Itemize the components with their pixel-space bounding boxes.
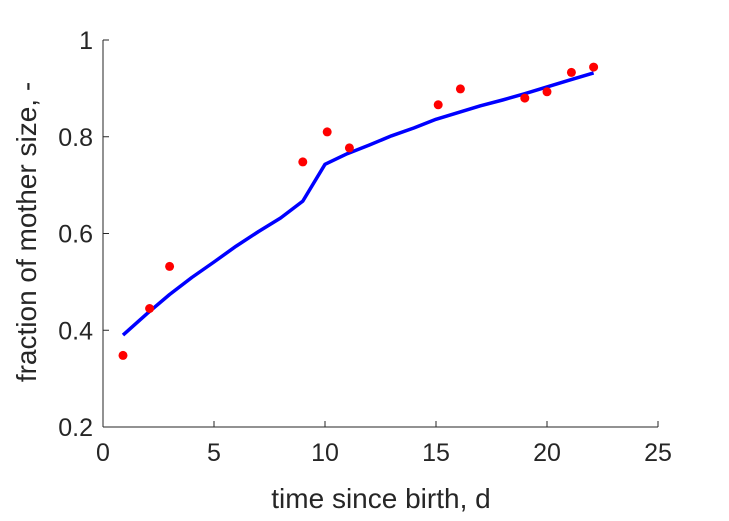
data-point bbox=[566, 67, 576, 77]
y-tick-label: 0.4 bbox=[58, 317, 93, 345]
x-tick-label: 0 bbox=[96, 439, 110, 467]
y-tick-label: 1 bbox=[79, 27, 93, 55]
data-point bbox=[165, 261, 175, 271]
x-tick-label: 20 bbox=[533, 439, 561, 467]
data-point bbox=[298, 157, 308, 167]
y-tick-label: 0.2 bbox=[58, 414, 93, 442]
data-point bbox=[433, 100, 443, 110]
x-tick-label: 5 bbox=[207, 439, 221, 467]
fit-curve-line bbox=[121, 71, 595, 337]
x-axis-label: time since birth, d bbox=[271, 483, 490, 514]
fit-curve-layer bbox=[121, 71, 595, 337]
data-point bbox=[455, 84, 465, 94]
data-point bbox=[589, 62, 599, 72]
y-axis-label: fraction of mother size, - bbox=[11, 82, 42, 382]
labels-layer: time since birth, d fraction of mother s… bbox=[11, 82, 491, 514]
data-points-layer bbox=[118, 62, 599, 360]
x-tick-label: 10 bbox=[311, 439, 339, 467]
data-point bbox=[344, 143, 354, 153]
data-point bbox=[145, 304, 155, 313]
y-tick-label: 0.8 bbox=[58, 124, 93, 152]
axes: 0 5 10 15 20 25 0.2 0.4 0.6 0.8 1 bbox=[58, 27, 672, 467]
x-tick-label: 25 bbox=[644, 439, 672, 467]
data-point bbox=[542, 87, 552, 97]
x-tick-label: 15 bbox=[422, 439, 450, 467]
y-tick-label: 0.6 bbox=[58, 221, 93, 249]
data-point bbox=[322, 127, 332, 137]
data-point bbox=[520, 93, 530, 103]
data-point bbox=[118, 350, 128, 360]
